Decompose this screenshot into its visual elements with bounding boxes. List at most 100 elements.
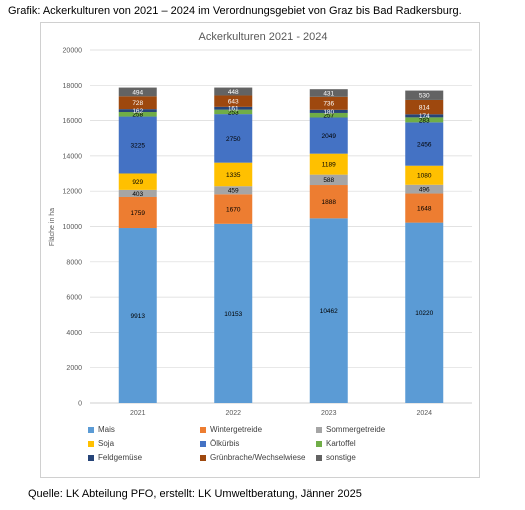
bar-segment [118, 109, 157, 113]
data-label: 3225 [131, 142, 146, 149]
data-label: 10220 [415, 310, 433, 317]
bar-segment [118, 189, 157, 197]
legend-item: Soja [88, 439, 114, 448]
legend-swatch [200, 440, 206, 447]
legend-label: sonstige [326, 453, 356, 462]
data-label: 403 [132, 191, 143, 198]
data-label: 1080 [417, 173, 432, 180]
legend-item: Sommergetreide [316, 425, 385, 434]
y-tick-label: 8000 [66, 259, 82, 266]
y-tick-label: 0 [78, 401, 82, 408]
bar-segment [118, 196, 157, 229]
x-tick-label: 2022 [225, 410, 241, 417]
y-tick-label: 10000 [63, 224, 83, 231]
data-label: 1189 [322, 162, 336, 169]
bar-segment [309, 153, 348, 175]
bar-segment [118, 228, 157, 403]
bar-segment [309, 174, 348, 186]
data-label: 459 [228, 188, 239, 195]
legend-item: Kartoffel [316, 439, 356, 448]
bar-segment [214, 223, 253, 403]
figure-caption: Grafik: Ackerkulturen von 2021 – 2024 im… [8, 5, 462, 17]
data-label: 496 [419, 187, 430, 194]
bar-segment [214, 114, 253, 163]
data-label: 10153 [224, 311, 242, 318]
data-label: 1670 [226, 206, 241, 213]
bar-segment [214, 87, 253, 96]
bar-segment [214, 162, 253, 187]
data-label: 736 [323, 101, 334, 108]
y-tick-label: 16000 [63, 118, 83, 125]
bar-segment [118, 112, 157, 117]
bar-segments [118, 87, 444, 403]
y-axis-label: Fläche in ha [49, 208, 56, 246]
bar-segment [309, 96, 348, 110]
legend-swatch [316, 426, 322, 433]
legend-label: Wintergetreide [210, 425, 263, 434]
y-tick-label: 18000 [63, 83, 83, 90]
legend-label: Mais [98, 425, 115, 434]
legend-item: Ölkürbis [200, 439, 239, 448]
data-label: 9913 [131, 313, 146, 320]
data-label: 814 [419, 105, 430, 112]
bar-segment [405, 165, 444, 185]
x-tick-labels: 2021 2022 2023 2024 [130, 410, 432, 417]
data-label: 253 [228, 109, 239, 116]
data-label: 1335 [226, 172, 241, 179]
bar-segment [405, 117, 444, 123]
data-label: 2456 [417, 141, 432, 148]
y-tick-label: 6000 [66, 295, 82, 302]
data-label: 180 [323, 109, 334, 116]
data-label: 530 [419, 93, 430, 100]
bar-segment [405, 122, 444, 166]
legend-label: Grünbrache/Wechselwiese [210, 453, 306, 462]
legend-label: Sommergetreide [326, 425, 386, 434]
legend-swatch [88, 454, 94, 461]
bar-segment [214, 95, 253, 107]
bar-segment [309, 117, 348, 154]
bar-segment [118, 96, 157, 110]
legend-swatch [316, 440, 322, 447]
y-tick-label: 2000 [66, 365, 82, 372]
x-tick-label: 2023 [321, 410, 337, 417]
y-tick-labels: 0 2000 4000 6000 8000 10000 12000 14000 16000 180… [63, 48, 83, 408]
data-label: 162 [132, 108, 143, 115]
legend-label: Ölkürbis [210, 439, 240, 448]
data-label: 431 [323, 90, 334, 97]
bar-segment [309, 218, 348, 403]
data-label: 728 [132, 100, 143, 107]
data-label: 10462 [320, 308, 338, 315]
bar-segment [405, 184, 444, 194]
data-label: 257 [323, 113, 334, 120]
bar-segment [214, 109, 253, 115]
data-label: 929 [132, 179, 143, 186]
legend-swatch [316, 454, 322, 461]
legend-label: Feldgemüse [98, 453, 143, 462]
legend-swatch [88, 440, 94, 447]
bar-segment [118, 87, 157, 97]
legend-item: Wintergetreide [200, 425, 262, 434]
bar-segment [405, 222, 444, 403]
legend-item: Feldgemüse [88, 453, 142, 462]
legend-item: sonstige [316, 453, 356, 462]
legend-item: Grünbrache/Wechselwiese [200, 453, 305, 462]
data-label: 448 [228, 89, 239, 96]
bar-segment [309, 112, 348, 118]
data-label: 494 [132, 89, 143, 96]
y-tick-label: 12000 [63, 189, 83, 196]
legend-swatch [88, 426, 94, 433]
legend-label: Soja [98, 439, 115, 448]
legend-label: Kartoffel [326, 439, 356, 448]
data-label: 258 [132, 112, 143, 119]
data-label: 283 [419, 117, 430, 124]
bar-segment [118, 173, 157, 190]
data-label: 161 [228, 106, 239, 113]
y-tick-label: 14000 [63, 153, 83, 160]
data-label: 1759 [131, 210, 146, 217]
bar-segment [405, 90, 444, 100]
data-label: 2049 [322, 133, 337, 140]
legend-item: Mais [88, 425, 115, 434]
data-label: 1888 [322, 199, 337, 206]
